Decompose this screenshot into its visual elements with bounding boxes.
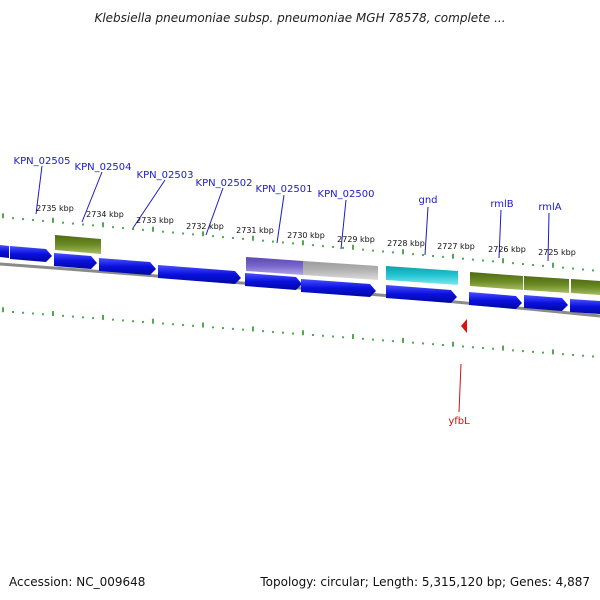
kbp-label-layer: 2735 kbp 2734 kbp 2733 kbp 2732 kbp 2731… [36,204,576,257]
gene-pointer-line [35,165,43,215]
gene-label-kpn02501[interactable]: KPN_02501 [256,184,313,195]
gene-label-kpn02500[interactable]: KPN_02500 [318,189,375,200]
cds-arrow[interactable] [99,258,156,275]
gene-label-layer: KPN_02505 KPN_02504 KPN_02503 KPN_02502 … [14,156,562,262]
feature-olive-left[interactable] [55,235,101,254]
gene-pointer-line [498,209,502,259]
kbp-label: 2733 kbp [136,216,174,225]
gene-label-rmlb[interactable]: rmlB [490,199,513,210]
gene-pointer-line [205,187,224,236]
upper-tick-ring [2,213,594,272]
feature-olive-rmla[interactable] [571,279,600,295]
gene-pointer-line [340,199,347,250]
cds-track-row1 [0,245,600,314]
feature-olive-rmlb-1[interactable] [470,272,523,290]
cds-arrow[interactable] [524,295,568,311]
red-pointer-line [458,363,462,413]
feature-olive-rmlb-2[interactable] [524,276,569,293]
kbp-label: 2728 kbp [387,239,425,248]
lower-tick-ring [2,307,594,358]
gene-label-kpn02502[interactable]: KPN_02502 [196,178,253,189]
cds-arrow[interactable] [158,265,241,284]
accession-text: Accession: NC_009648 [9,575,145,589]
cds-arrow[interactable] [10,246,52,262]
kbp-label: 2726 kbp [488,245,526,254]
cds-arrow[interactable] [54,253,97,269]
cds-arrow[interactable] [301,279,376,297]
gene-label-yfbl[interactable]: yfbL [448,416,470,427]
kbp-label: 2735 kbp [36,204,74,213]
feature-purple[interactable] [246,257,303,275]
gene-label-gnd[interactable]: gnd [418,195,437,206]
gene-label-kpn02504[interactable]: KPN_02504 [75,162,132,173]
cds-arrow[interactable] [570,299,600,314]
kbp-label: 2727 kbp [437,242,475,251]
kbp-label: 2729 kbp [337,235,375,244]
gene-pointer-line [547,212,550,262]
cds-arrow[interactable] [469,292,522,309]
gene-pointer-line [276,194,285,244]
map-title: Klebsiella pneumoniae subsp. pneumoniae … [94,11,505,25]
kbp-label: 2730 kbp [287,231,325,240]
cds-arrow[interactable] [245,273,302,290]
feature-track-upper [55,235,600,295]
kbp-label: 2734 kbp [86,210,124,219]
feature-cyan-gnd[interactable] [386,266,458,285]
kbp-label: 2731 kbp [236,226,274,235]
gene-pointer-line [81,171,103,223]
kbp-label: 2732 kbp [186,222,224,231]
gene-label-rmla[interactable]: rmlA [538,202,561,213]
gene-pointer-line [424,206,429,256]
genome-summary-text: Topology: circular; Length: 5,315,120 bp… [259,575,590,589]
gene-label-kpn02503[interactable]: KPN_02503 [137,170,194,181]
feature-grey[interactable] [303,261,378,280]
cds-arrow[interactable] [0,245,9,258]
red-marker-arrow[interactable] [461,319,467,333]
kbp-label: 2725 kbp [538,248,576,257]
gene-label-kpn02505[interactable]: KPN_02505 [14,156,71,167]
cds-arrow[interactable] [386,285,457,303]
gene-pointer-line [132,179,166,229]
